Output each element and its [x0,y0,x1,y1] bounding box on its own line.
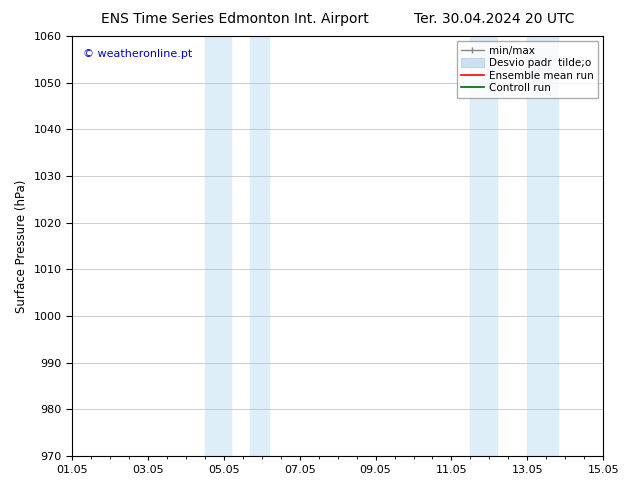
Bar [527,36,558,456]
Bar [470,36,497,456]
Bar [250,36,269,456]
Text: ENS Time Series Edmonton Int. Airport: ENS Time Series Edmonton Int. Airport [101,12,368,26]
Bar [205,36,231,456]
Y-axis label: Surface Pressure (hPa): Surface Pressure (hPa) [15,179,28,313]
Text: © weatheronline.pt: © weatheronline.pt [82,49,192,59]
Text: Ter. 30.04.2024 20 UTC: Ter. 30.04.2024 20 UTC [414,12,575,26]
Legend: min/max, Desvio padr  tilde;o, Ensemble mean run, Controll run: min/max, Desvio padr tilde;o, Ensemble m… [456,41,598,98]
